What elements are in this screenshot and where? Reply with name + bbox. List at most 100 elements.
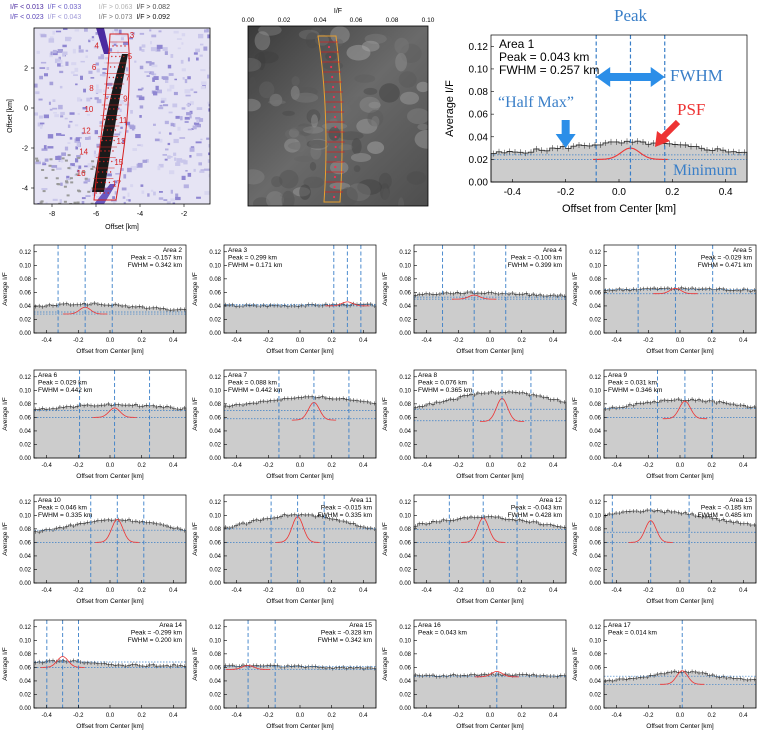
map-texture	[119, 131, 122, 134]
map-texture	[130, 110, 133, 114]
map-texture	[173, 30, 179, 34]
map-texture	[62, 44, 67, 48]
map-texture	[86, 114, 91, 116]
map-texture	[79, 137, 82, 139]
ytick-label: 0.08	[209, 277, 221, 283]
ytick-label: 0.02	[19, 693, 31, 699]
map-texture	[78, 165, 82, 169]
map-texture	[184, 116, 190, 120]
ytick-label: 0.06	[19, 540, 31, 546]
map-texture	[107, 82, 113, 86]
map-texture	[69, 203, 73, 204]
xtick-label: -0.2	[263, 463, 274, 469]
map-texture	[139, 46, 142, 51]
xtick-label: 0.0	[106, 713, 115, 719]
x-axis-label: Offset from Center [km]	[646, 723, 714, 730]
ytick-label: 0.00	[399, 331, 411, 337]
ytick-label: 0.06	[209, 665, 221, 671]
profile-histogram	[603, 287, 757, 334]
ytick-label: 0.10	[399, 263, 411, 269]
info-text: Area 2	[163, 247, 183, 254]
xtick-label: -0.2	[453, 338, 464, 344]
info-text: FWHM = 0.335 km	[38, 512, 92, 519]
map-texture	[207, 34, 210, 39]
map-texture	[340, 186, 358, 206]
map-dot	[99, 192, 101, 194]
map-dot	[108, 181, 111, 184]
map-texture	[91, 165, 95, 168]
map-texture	[167, 88, 172, 92]
y-axis-label: Average I/F	[572, 647, 579, 681]
xtick-label: 0.0	[296, 588, 305, 594]
region-number: 4	[94, 42, 99, 51]
map-texture	[126, 130, 129, 133]
info-text: Area 1	[499, 37, 535, 51]
map-texture	[259, 81, 275, 99]
map-dot	[116, 45, 118, 47]
map-texture	[59, 85, 63, 89]
info-text: Peak = 0.088 km	[228, 380, 277, 387]
map-dot	[101, 139, 103, 142]
map-dot	[333, 115, 337, 119]
map-texture	[100, 54, 104, 57]
map-texture	[185, 170, 188, 172]
map-texture	[112, 196, 115, 199]
map-texture	[113, 43, 117, 46]
map-texture	[84, 165, 89, 168]
map-texture	[292, 187, 311, 197]
xtick-label: -0.4	[611, 463, 622, 469]
y-axis-label: Average I/F	[572, 397, 579, 431]
map-texture	[187, 172, 192, 177]
map-texture	[38, 98, 43, 101]
xtick-label: 0.4	[359, 338, 368, 344]
profile-chart: 0.00 0.02 0.04 0.06 0.08 0.10 0.12 -0.4 -0.2 0.0 0…	[2, 244, 187, 355]
map-texture	[200, 169, 205, 172]
map-xtick-label: -4	[137, 211, 143, 218]
map-texture	[203, 46, 208, 51]
ytick-label: 0.12	[399, 625, 411, 631]
info-text: Peak = 0.299 km	[228, 255, 277, 262]
psf-curve	[225, 665, 271, 670]
ytick-label: 0.02	[399, 693, 411, 699]
ytick-label: 0.00	[589, 581, 601, 587]
ytick-label: 0.00	[19, 331, 31, 337]
xtick-label: -0.4	[231, 463, 242, 469]
map-texture	[49, 108, 53, 111]
map-dot	[334, 125, 337, 129]
map-texture	[64, 146, 69, 151]
map-texture	[308, 138, 329, 151]
annotation-psf: PSF	[677, 100, 706, 119]
y-axis-label: Average I/F	[572, 522, 579, 556]
map-texture	[81, 132, 84, 135]
psf-curve	[92, 407, 137, 418]
info-text: Area 9	[608, 372, 628, 379]
map-texture	[67, 142, 71, 144]
ytick-label: 0.00	[399, 581, 411, 587]
map-texture	[39, 125, 43, 129]
region-number: 13	[117, 137, 126, 146]
info-text: Peak = -0.100 km	[511, 255, 562, 262]
map-texture	[163, 199, 168, 201]
profile-histogram	[33, 403, 187, 459]
map-texture	[395, 52, 407, 72]
map-texture	[62, 51, 68, 55]
map-texture	[120, 126, 123, 129]
x-axis-label: Offset from Center [km]	[266, 723, 334, 730]
map-texture	[52, 198, 58, 201]
xtick-label: -0.4	[421, 338, 432, 344]
map-texture	[361, 40, 380, 52]
profile-histogram	[413, 516, 567, 584]
map-texture	[169, 156, 173, 158]
map-texture	[414, 129, 428, 149]
xtick-label: 0.2	[137, 713, 146, 719]
map-texture	[99, 74, 106, 77]
xtick-label: -0.2	[73, 463, 84, 469]
xtick-label: 0.0	[486, 338, 495, 344]
map-texture	[35, 161, 41, 165]
map-texture	[84, 177, 88, 180]
profile-chart: 0.00 0.02 0.04 0.06 0.08 0.10 0.12 -0.4 -0.2 0.0 0…	[382, 369, 567, 480]
map-texture	[77, 156, 81, 159]
info-text: Peak = -0.185 km	[701, 505, 752, 512]
map-texture	[196, 107, 203, 110]
ytick-label: 0.02	[209, 443, 221, 449]
